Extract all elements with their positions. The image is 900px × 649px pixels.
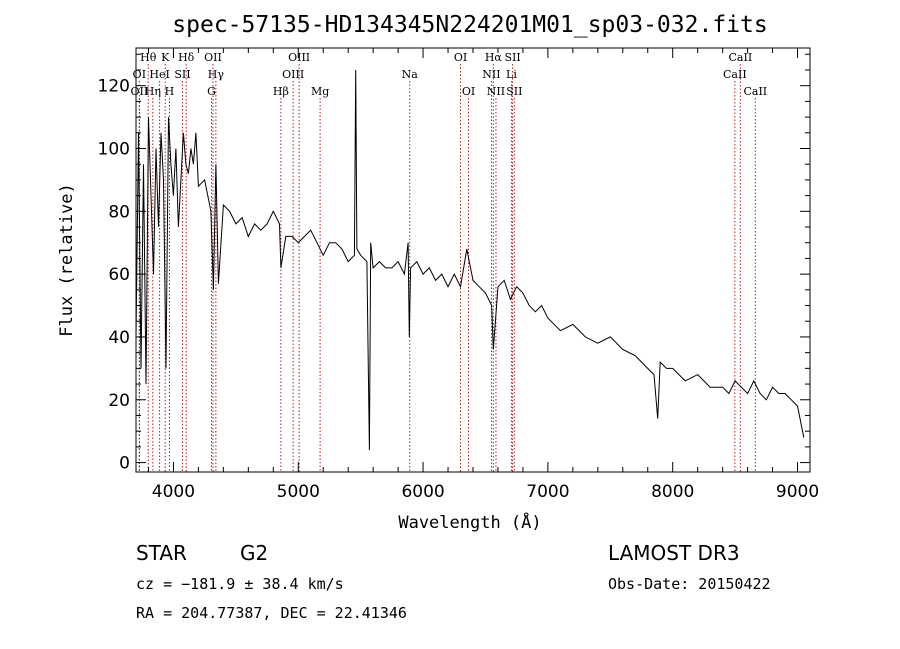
line-marker-label: SII (504, 51, 520, 64)
y-tick-label: 60 (108, 265, 130, 285)
y-tick-label: 100 (98, 140, 130, 160)
line-marker-label: SII (506, 85, 522, 98)
x-axis-label: Wavelength (Å) (398, 511, 541, 533)
line-marker-label: HeI (149, 68, 169, 81)
line-marker-label: Na (402, 68, 419, 81)
y-tick-label: 40 (108, 328, 130, 348)
line-marker-label: Hη (145, 85, 161, 98)
x-tick-label: 8000 (651, 482, 694, 502)
axis-ticks: 4000 5000 6000 7000 8000 9000 0 20 40 60 80 100 120 (98, 48, 819, 502)
line-marker-label: Hδ (178, 51, 195, 64)
line-marker-label: SII (174, 68, 190, 81)
x-tick-label: 5000 (277, 482, 320, 502)
object-class: STAR (136, 541, 187, 565)
y-tick-label: 120 (98, 77, 130, 97)
y-tick-label: 20 (108, 391, 130, 411)
line-marker-label: CaII (723, 68, 747, 81)
line-marker-label: OI (454, 51, 467, 64)
line-marker-label: OII (131, 85, 149, 98)
line-marker-label: Mg (311, 85, 329, 98)
y-axis-label: Flux (relative) (57, 183, 77, 337)
y-tick-label: 80 (108, 202, 130, 222)
survey-name: LAMOST DR3 (608, 541, 740, 565)
line-marker-label: NII (487, 85, 505, 98)
x-tick-label: 9000 (776, 482, 819, 502)
line-marker-label: OII (204, 51, 222, 64)
line-marker-label: H (165, 85, 175, 98)
spectrum-line (135, 69, 805, 451)
y-tick-label: 0 (119, 454, 130, 474)
line-marker-label: OIII (288, 51, 310, 64)
line-marker-label: CaII (729, 51, 753, 64)
subclass: G2 (240, 541, 268, 565)
line-marker-label: OIII (282, 68, 304, 81)
line-marker-label: CaII (743, 85, 767, 98)
x-tick-label: 6000 (401, 482, 444, 502)
line-marker-label: K (161, 51, 170, 64)
line-marker-label: Hθ (140, 51, 157, 64)
line-marker-label: Hβ (273, 85, 289, 98)
chart-title: spec-57135-HD134345N224201M01_sp03-032.f… (172, 12, 767, 38)
line-marker-label: Hγ (208, 68, 225, 81)
line-marker-label: G (207, 85, 216, 98)
line-marker-label: Li (506, 68, 517, 81)
line-marker-label: OI (462, 85, 475, 98)
observation-date: Obs-Date: 20150422 (608, 575, 771, 593)
x-tick-label: 4000 (152, 482, 195, 502)
redshift-velocity: cz = −181.9 ± 38.4 km/s (136, 575, 344, 593)
plot-frame (135, 47, 811, 473)
line-marker-label: Hα (485, 51, 503, 64)
coordinates: RA = 204.77387, DEC = 22.41346 (136, 604, 407, 622)
line-marker-label: NII (482, 68, 500, 81)
x-tick-label: 7000 (526, 482, 569, 502)
